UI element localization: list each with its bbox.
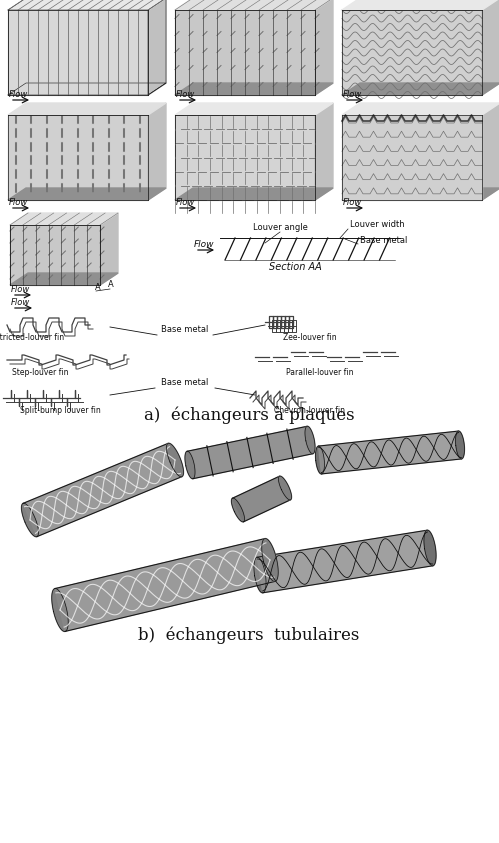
Text: Chevron-louver fin: Chevron-louver fin	[274, 406, 345, 415]
Polygon shape	[254, 557, 266, 593]
Polygon shape	[315, 0, 333, 95]
Polygon shape	[100, 213, 118, 285]
Text: b)  échangeurs  tubulaires: b) échangeurs tubulaires	[138, 626, 360, 644]
Polygon shape	[278, 476, 291, 500]
Polygon shape	[175, 83, 333, 95]
Text: Base metal: Base metal	[161, 378, 209, 387]
Polygon shape	[175, 0, 333, 10]
Polygon shape	[10, 213, 118, 225]
Polygon shape	[456, 431, 465, 459]
Text: Flow: Flow	[9, 198, 28, 207]
Text: Flow: Flow	[343, 198, 362, 207]
Polygon shape	[167, 443, 184, 477]
Text: Louver angle: Louver angle	[252, 223, 307, 232]
Text: Restricted-louver fin: Restricted-louver fin	[0, 333, 64, 342]
Polygon shape	[187, 427, 313, 479]
Polygon shape	[342, 103, 499, 115]
Polygon shape	[10, 225, 100, 285]
Text: Flow: Flow	[11, 298, 30, 307]
Text: Flow: Flow	[11, 285, 30, 294]
Text: Flow: Flow	[176, 198, 195, 207]
Polygon shape	[342, 0, 499, 10]
Polygon shape	[257, 530, 433, 593]
Polygon shape	[8, 115, 148, 200]
Polygon shape	[52, 588, 68, 631]
Polygon shape	[8, 10, 148, 95]
Polygon shape	[305, 427, 315, 454]
Polygon shape	[175, 188, 333, 200]
Polygon shape	[148, 103, 166, 200]
Text: Flow: Flow	[194, 240, 215, 249]
Polygon shape	[342, 83, 499, 95]
Polygon shape	[8, 0, 166, 10]
Text: Louver width: Louver width	[350, 220, 405, 229]
Polygon shape	[175, 115, 315, 200]
Polygon shape	[10, 273, 118, 285]
Polygon shape	[185, 451, 195, 479]
Polygon shape	[8, 103, 166, 115]
Text: Flow: Flow	[9, 90, 28, 99]
Text: Split-bump louver fin: Split-bump louver fin	[19, 406, 100, 415]
Polygon shape	[8, 83, 166, 95]
Polygon shape	[21, 503, 38, 537]
Text: Section AA: Section AA	[268, 262, 321, 272]
Polygon shape	[262, 539, 278, 582]
Text: Flow: Flow	[343, 90, 362, 99]
Polygon shape	[315, 446, 324, 474]
Polygon shape	[482, 103, 499, 200]
Polygon shape	[232, 498, 245, 522]
Text: Flow: Flow	[176, 90, 195, 99]
Text: Parallel-louver fin: Parallel-louver fin	[286, 368, 354, 377]
Text: a)  échangeurs à plaques: a) échangeurs à plaques	[144, 406, 354, 424]
Polygon shape	[342, 10, 482, 95]
Polygon shape	[23, 443, 182, 537]
Polygon shape	[8, 188, 166, 200]
Text: Step-louver fin: Step-louver fin	[12, 368, 68, 377]
Polygon shape	[175, 10, 315, 95]
Polygon shape	[424, 530, 436, 566]
Polygon shape	[233, 476, 290, 522]
Text: A: A	[95, 283, 101, 292]
Polygon shape	[55, 539, 275, 631]
Polygon shape	[342, 188, 499, 200]
Text: Base metal: Base metal	[161, 325, 209, 334]
Polygon shape	[318, 431, 462, 474]
Polygon shape	[148, 0, 166, 95]
Text: Base metal: Base metal	[360, 236, 407, 245]
Polygon shape	[175, 103, 333, 115]
Polygon shape	[342, 115, 482, 200]
Text: A: A	[108, 280, 114, 289]
Polygon shape	[315, 103, 333, 200]
Text: Zee-louver fin: Zee-louver fin	[283, 333, 337, 342]
Polygon shape	[482, 0, 499, 95]
